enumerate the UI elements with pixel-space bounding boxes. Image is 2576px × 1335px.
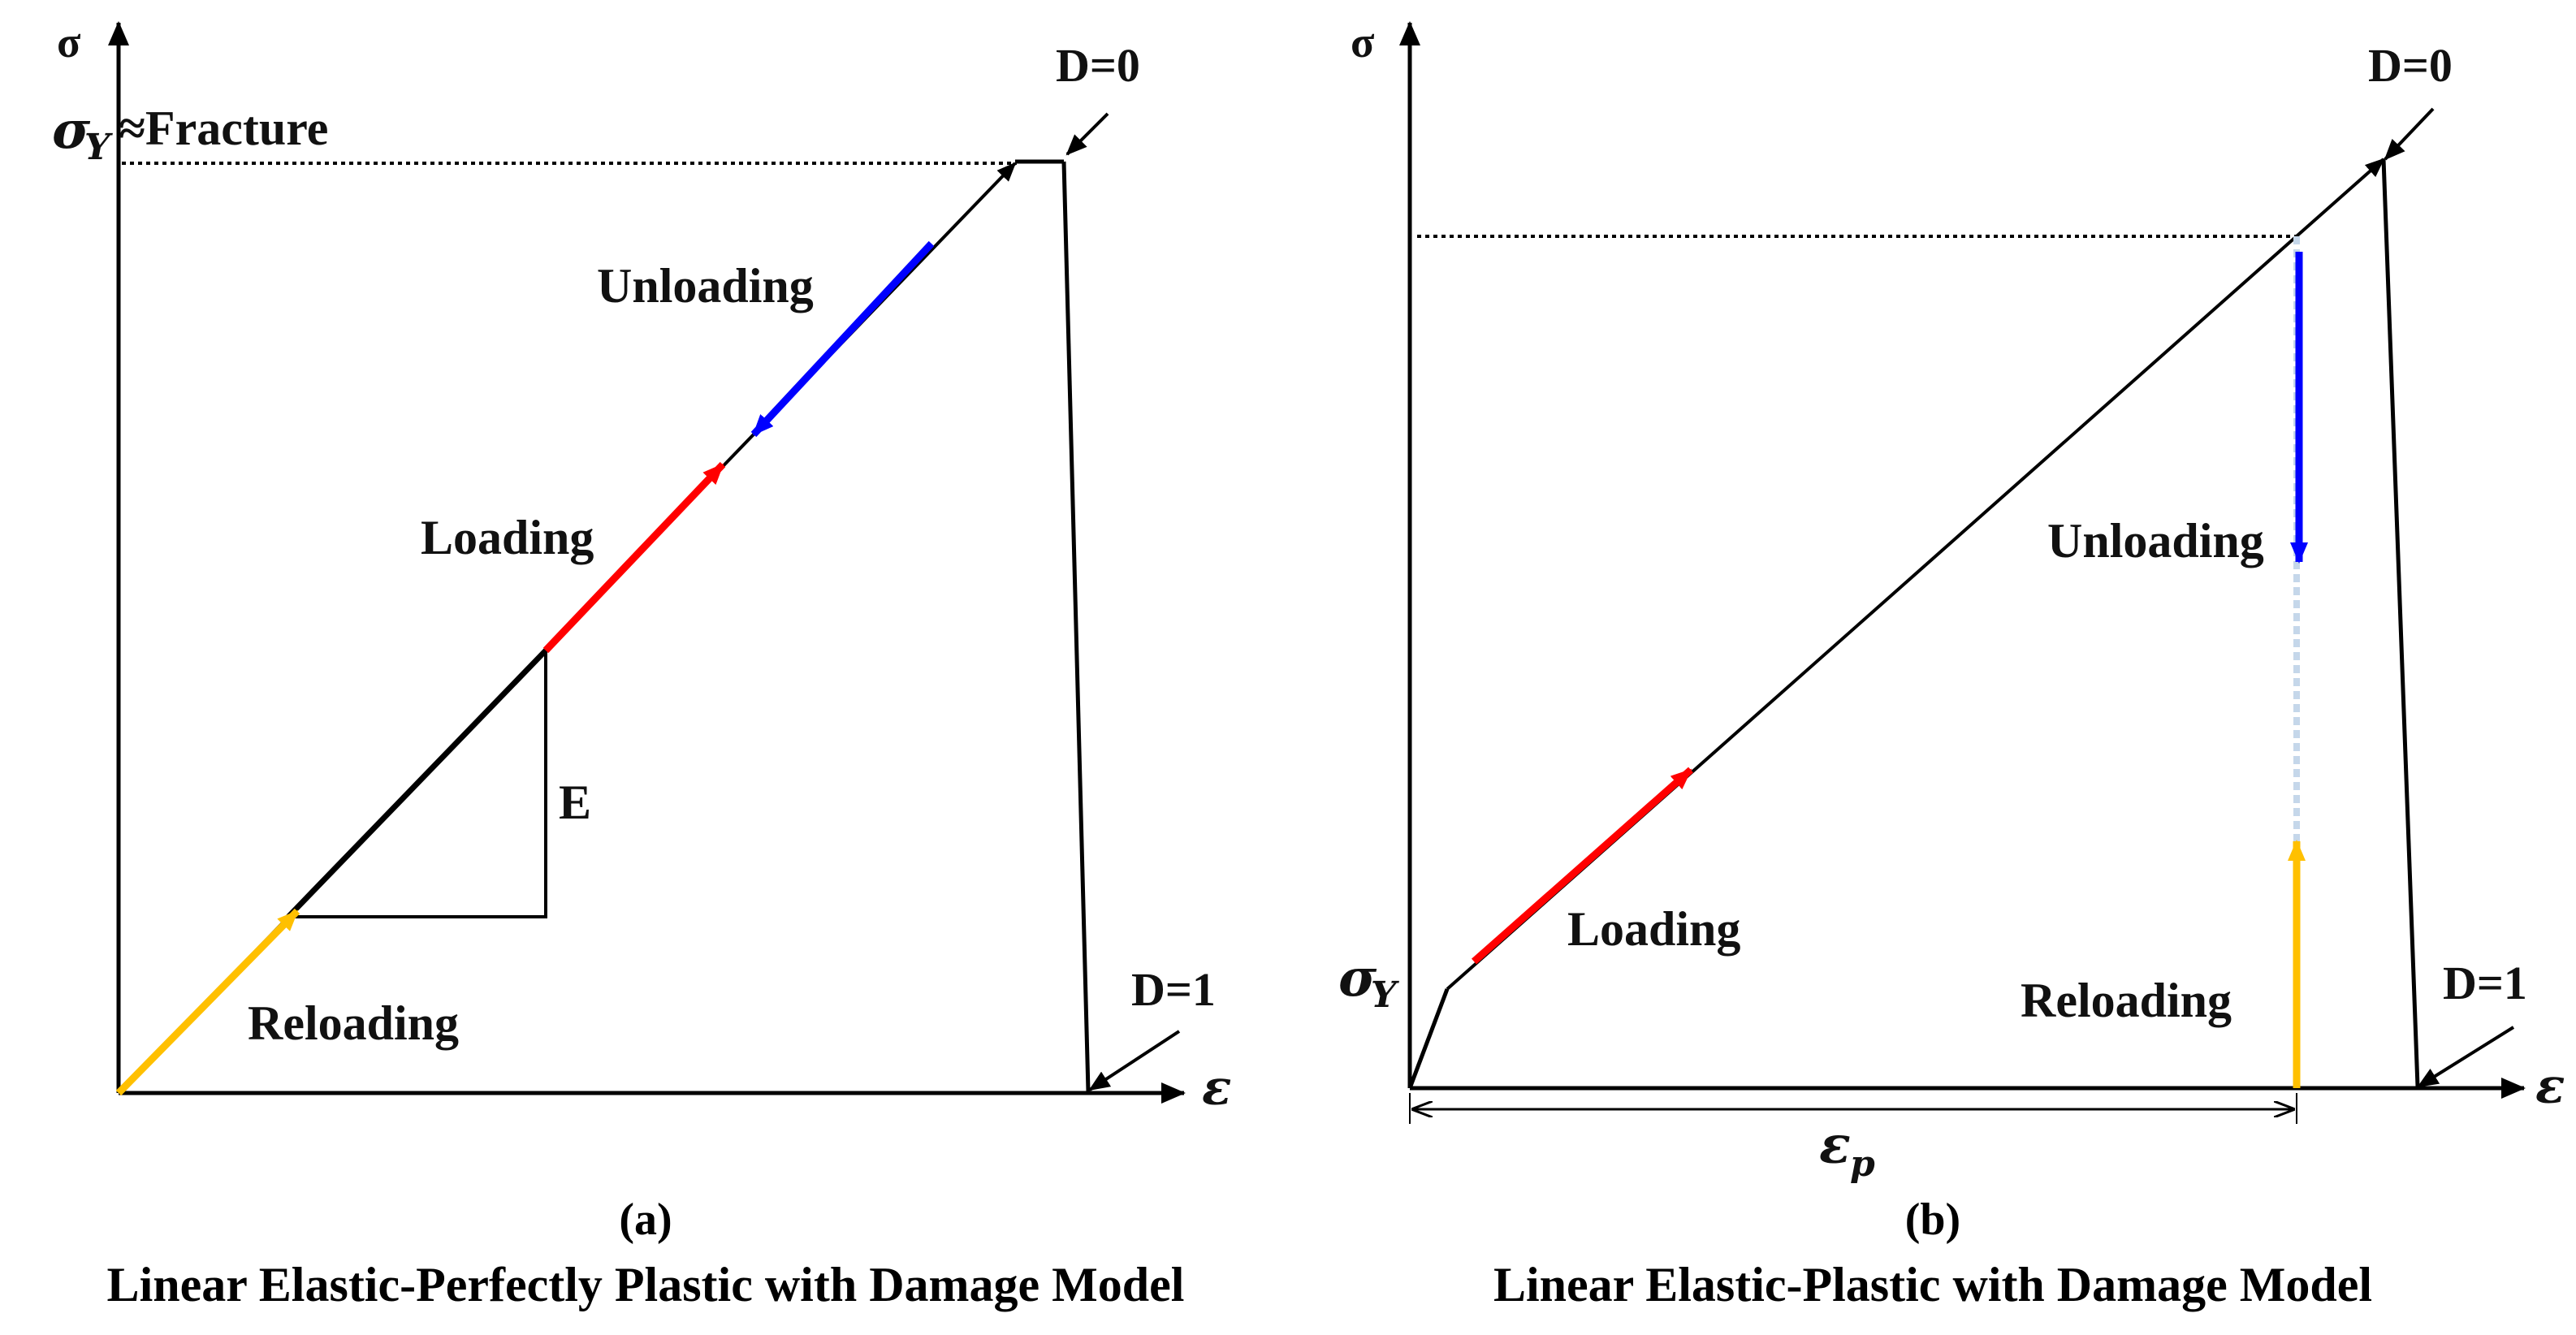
panel-b-fracture-drop [2381,158,2420,1087]
panel-a-d0-pointer [1065,112,1109,156]
panel-b-loading-arrow [1472,767,1693,965]
panel-b-d1-label: D=1 [2443,957,2527,1009]
panel-b-unloading-label: Unloading [2047,514,2264,568]
panel-a-yield-suffix: ≈Fracture [119,102,328,155]
panel-a-d1-label: D=1 [1131,963,1216,1016]
panel-b-d1-pointer [2417,1026,2515,1088]
panel-b-loading-label: Loading [1567,902,1740,956]
panel-b-x-axis-label: ε [2535,1058,2565,1115]
panel-a-reloading-arrow [115,908,300,1096]
panel-b: σ ε σ Y Unloading Loading Reloading ε p … [1338,18,2565,1311]
panel-b-letter: (b) [1905,1195,1960,1245]
panel-a-letter: (a) [619,1195,672,1245]
panel-a-yield-symbol: σ [52,100,91,161]
panel-a-loading-label: Loading [421,511,594,564]
panel-b-elastic-line [1407,988,1450,1089]
panel-a-x-axis-label: ε [1202,1060,1231,1117]
panel-b-yield-symbol: σ [1338,948,1377,1009]
panel-a-y-axis-label: σ [57,18,81,67]
panel-b-plastic-strain-symbol: ε [1819,1115,1851,1176]
panel-a-caption: Linear Elastic-Perfectly Plastic with Da… [107,1258,1185,1311]
panel-a-d0-label: D=0 [1056,39,1140,92]
panel-b-d0-label: D=0 [2368,39,2453,92]
panel-b-reloading-label: Reloading [2021,974,2232,1027]
panel-b-y-axis-label: σ [1351,18,1375,67]
panel-a: σ ε σ Y ≈Fracture E Unloading Loading Re… [52,18,1231,1311]
panel-a-loading-arrow [542,461,726,654]
panel-a-unloading-arrow [750,240,935,438]
panel-a-thick-segment [286,648,548,919]
panel-b-d0-pointer [2384,107,2435,161]
panel-a-modulus-label: E [559,776,591,829]
panel-a-slope-triangle [288,650,547,918]
panel-b-caption: Linear Elastic-Plastic with Damage Model [1493,1258,2372,1311]
panel-a-yield-subscript: Y [84,127,113,168]
panel-a-fracture-drop [1061,161,1091,1092]
panel-a-unloading-label: Unloading [597,259,814,313]
panel-a-reloading-label: Reloading [248,996,459,1050]
panel-b-plastic-strain-subscript: p [1850,1143,1875,1185]
panel-a-d1-pointer [1088,1030,1181,1091]
panel-b-yield-subscript: Y [1371,974,1399,1016]
